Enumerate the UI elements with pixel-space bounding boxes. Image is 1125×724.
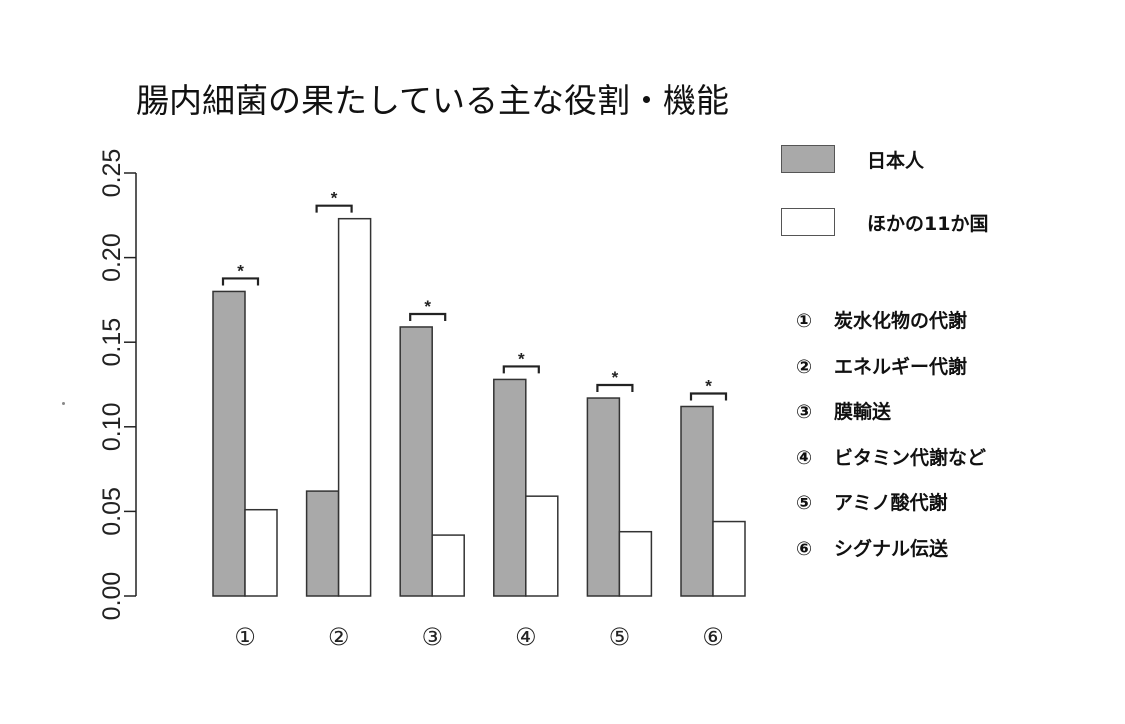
significance-marker: * [331, 189, 338, 208]
bar-other-countries [712, 520, 746, 597]
x-category-label: ⑥ [702, 623, 724, 651]
category-key-label: 炭水化物の代謝 [834, 310, 968, 332]
legend-label-japanese: 日本人 [867, 149, 925, 172]
category-key-number: ④ [796, 446, 813, 469]
category-key-label: エネルギー代謝 [834, 355, 968, 378]
bar-japanese [493, 378, 527, 597]
y-tick-label: 0.25 [98, 149, 126, 198]
legend-item-other-countries: ほかの11か国 [781, 208, 988, 236]
category-key-item: ⑥ シグナル伝送 [796, 532, 986, 578]
legend-swatch-other-countries [781, 208, 835, 236]
significance-bracket [502, 365, 540, 374]
category-key-number: ⑤ [796, 492, 813, 514]
category-key-number: ③ [796, 401, 813, 423]
category-key-label: 膜輸送 [834, 401, 892, 423]
category-key-item: ③ 膜輸送 [796, 395, 986, 441]
x-category-label: ① [234, 623, 256, 651]
bar-japanese [305, 490, 340, 597]
significance-marker: * [518, 349, 525, 368]
bar-other-countries [431, 534, 465, 597]
stray-dot [62, 402, 65, 405]
significance-marker: * [705, 376, 712, 395]
x-category-label: ③ [421, 623, 443, 651]
significance-marker: * [424, 297, 431, 316]
category-key-number: ① [796, 310, 813, 332]
legend-label-other-countries: ほかの11か国 [867, 212, 989, 235]
significance-bracket [221, 277, 260, 286]
significance-bracket [689, 392, 728, 401]
category-key-item: ④ ビタミン代謝など [796, 441, 986, 487]
bar-japanese [680, 405, 714, 597]
category-key-item: ② エネルギー代謝 [796, 350, 986, 396]
y-tick-label: 0.00 [98, 572, 126, 621]
significance-bracket [315, 204, 353, 213]
legend-item-japanese: 日本人 [781, 145, 924, 173]
category-key-number: ⑥ [796, 537, 813, 560]
legend-swatch-japanese [781, 145, 835, 173]
category-key-label: アミノ酸代謝 [834, 492, 948, 514]
category-key-label: シグナル伝送 [834, 537, 949, 560]
significance-bracket [596, 383, 634, 393]
x-category-label: ② [328, 623, 350, 651]
y-tick-label: 0.05 [98, 487, 126, 536]
bar-other-countries [337, 217, 372, 597]
significance-marker: * [237, 261, 244, 280]
bar-japanese [399, 326, 433, 597]
bar-other-countries [525, 495, 559, 597]
bar-japanese [212, 290, 246, 597]
category-key-list: ① 炭水化物の代謝 ② エネルギー代謝 ③ 膜輸送 ④ ビタミン代謝など ⑤ アミノ酸代謝… [796, 304, 986, 577]
x-category-label: ⑤ [609, 623, 631, 651]
category-key-item: ⑤ アミノ酸代謝 [796, 486, 986, 532]
significance-marker: * [612, 368, 619, 387]
category-key-number: ② [796, 355, 813, 378]
y-tick-label: 0.20 [98, 233, 126, 282]
bar-japanese [586, 397, 621, 597]
chart-title: 腸内細菌の果たしている主な役割・機能 [136, 81, 730, 120]
significance-bracket [409, 312, 447, 321]
category-key-item: ① 炭水化物の代謝 [796, 304, 986, 350]
category-key-label: ビタミン代謝など [834, 446, 987, 469]
bar-other-countries [618, 530, 653, 597]
bar-other-countries [244, 508, 278, 597]
y-tick-label: 0.15 [98, 318, 126, 367]
y-tick-label: 0.10 [98, 402, 126, 451]
x-category-label: ④ [515, 623, 537, 651]
